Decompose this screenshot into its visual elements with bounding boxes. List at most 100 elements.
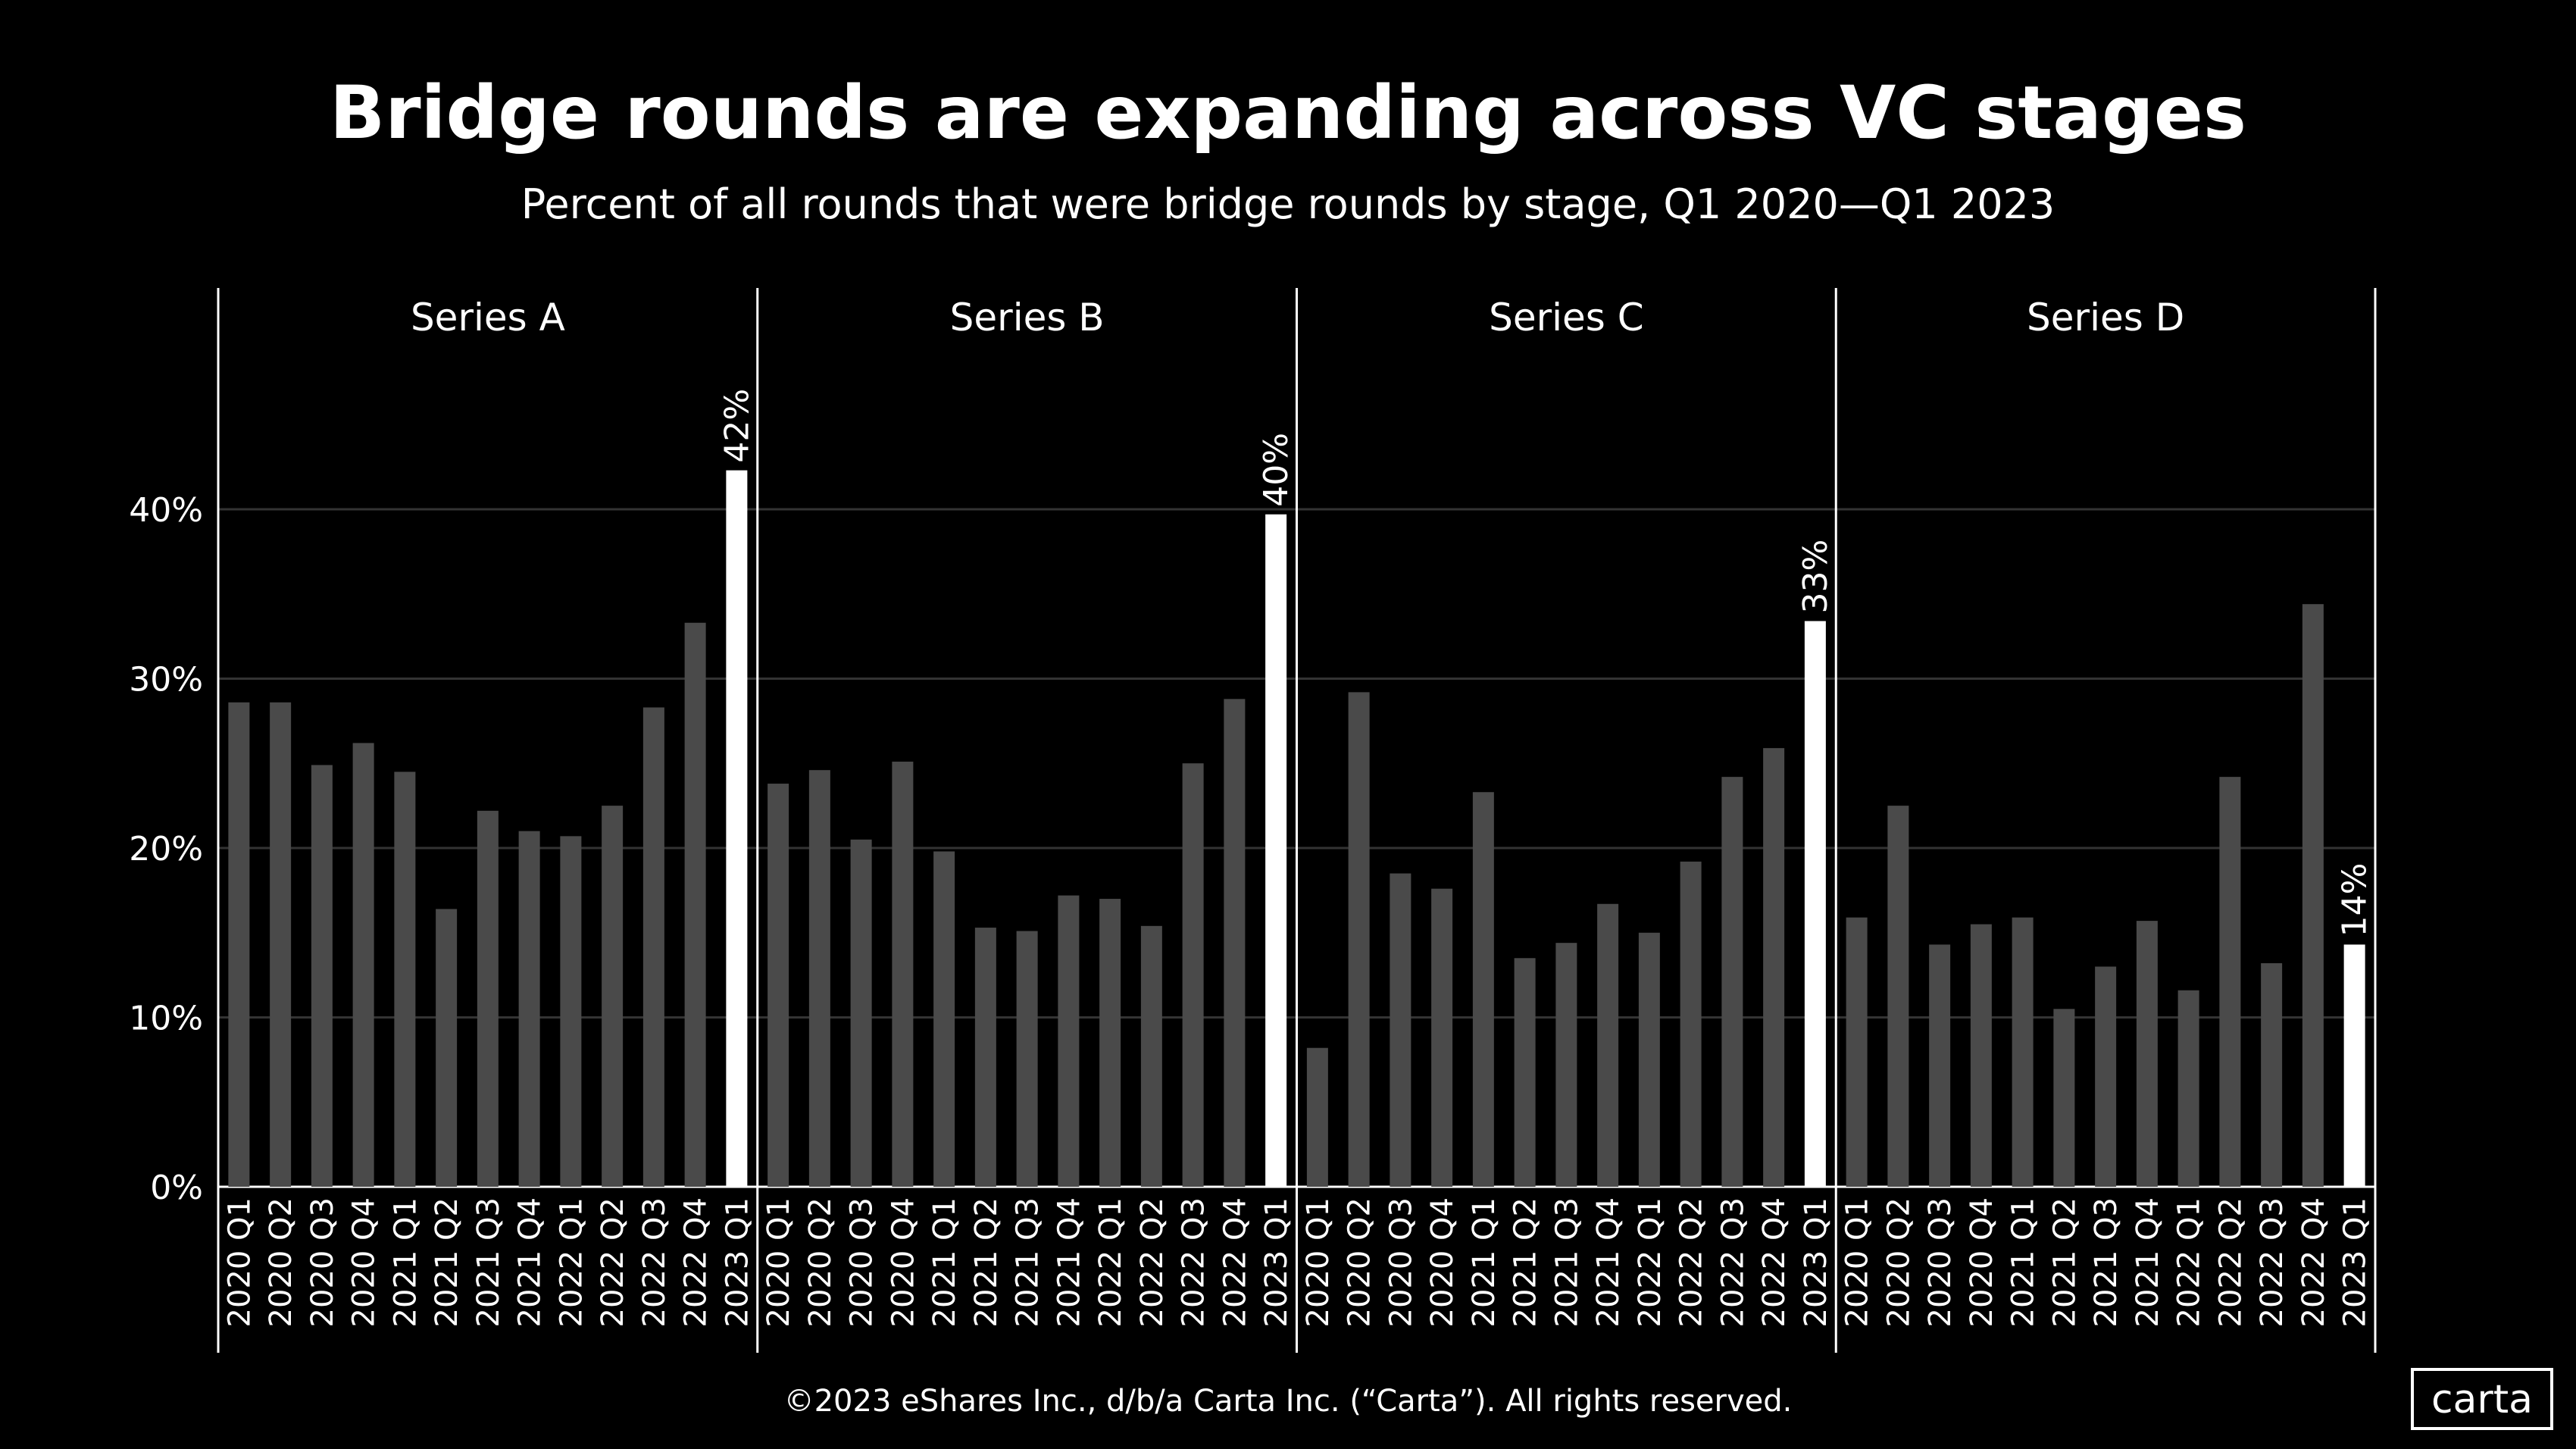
bar bbox=[1265, 514, 1287, 1187]
bar bbox=[436, 909, 458, 1187]
x-tick-label: 2021 Q3 bbox=[2089, 1197, 2124, 1327]
bar bbox=[1887, 806, 1909, 1187]
bar bbox=[1597, 903, 1619, 1187]
x-tick-label: 2021 Q1 bbox=[2006, 1197, 2041, 1327]
bar bbox=[974, 928, 996, 1187]
x-tick-label: 2020 Q2 bbox=[803, 1197, 838, 1327]
x-tick-label: 2022 Q1 bbox=[1633, 1197, 1668, 1327]
bar bbox=[311, 765, 333, 1187]
bar bbox=[1929, 944, 1951, 1187]
data-label: 33% bbox=[1796, 540, 1835, 614]
x-tick-label: 2021 Q1 bbox=[1467, 1197, 1502, 1327]
bar bbox=[270, 702, 292, 1187]
bar bbox=[1431, 888, 1453, 1187]
x-tick-label: 2021 Q4 bbox=[2131, 1197, 2165, 1327]
x-tick-label: 2022 Q1 bbox=[1093, 1197, 1128, 1327]
bar bbox=[1804, 621, 1826, 1187]
bar bbox=[394, 771, 416, 1187]
x-tick-label: 2022 Q3 bbox=[637, 1197, 672, 1327]
bar bbox=[2302, 604, 2324, 1187]
bar bbox=[228, 702, 250, 1187]
x-tick-label: 2023 Q1 bbox=[1799, 1197, 1834, 1327]
bar bbox=[1763, 748, 1785, 1187]
x-tick-label: 2021 Q1 bbox=[388, 1197, 423, 1327]
data-label: 42% bbox=[717, 389, 756, 463]
x-tick-label: 2022 Q3 bbox=[1715, 1197, 1750, 1327]
x-tick-label: 2020 Q1 bbox=[1840, 1197, 1875, 1327]
x-tick-label: 2020 Q2 bbox=[1881, 1197, 1916, 1327]
bar bbox=[933, 851, 955, 1187]
bar bbox=[1182, 763, 1204, 1187]
x-tick-label: 2021 Q3 bbox=[1011, 1197, 1046, 1327]
x-tick-label: 2021 Q2 bbox=[430, 1197, 464, 1327]
chart-title: Bridge rounds are expanding across VC st… bbox=[330, 70, 2246, 155]
panel-header-series-a: Series A bbox=[411, 296, 565, 340]
x-tick-label: 2020 Q1 bbox=[761, 1197, 796, 1327]
x-tick-label: 2020 Q2 bbox=[1343, 1197, 1377, 1327]
x-tick-label: 2020 Q1 bbox=[222, 1197, 257, 1327]
y-tick-label: 30% bbox=[129, 661, 203, 699]
x-tick-label: 2022 Q4 bbox=[679, 1197, 714, 1327]
bar bbox=[602, 806, 624, 1187]
bar bbox=[2053, 1009, 2075, 1187]
bar bbox=[1016, 931, 1038, 1187]
bar bbox=[850, 839, 872, 1187]
copyright-footer: ©2023 eShares Inc., d/b/a Carta Inc. (“C… bbox=[784, 1384, 1793, 1419]
x-tick-label: 2022 Q1 bbox=[2172, 1197, 2207, 1327]
bar bbox=[1224, 699, 1246, 1187]
data-label: 40% bbox=[1257, 433, 1296, 507]
bar bbox=[1970, 924, 1992, 1187]
x-tick-label: 2020 Q1 bbox=[1301, 1197, 1336, 1327]
x-tick-label: 2022 Q4 bbox=[2296, 1197, 2331, 1327]
bar bbox=[726, 470, 748, 1187]
x-tick-label: 2020 Q3 bbox=[305, 1197, 340, 1327]
bar bbox=[1306, 1047, 1328, 1187]
x-tick-label: 2023 Q1 bbox=[2338, 1197, 2373, 1327]
bar bbox=[1555, 943, 1577, 1187]
bar bbox=[1099, 899, 1121, 1187]
carta-logo: carta bbox=[2411, 1368, 2553, 1430]
data-label: 14% bbox=[2336, 863, 2374, 937]
bar bbox=[1638, 932, 1660, 1187]
x-tick-label: 2022 Q4 bbox=[1218, 1197, 1252, 1327]
y-tick-label: 10% bbox=[129, 1000, 203, 1038]
bar bbox=[642, 707, 664, 1187]
x-tick-label: 2022 Q2 bbox=[2213, 1197, 2248, 1327]
panel-header-series-c: Series C bbox=[1489, 296, 1644, 340]
bar bbox=[2012, 917, 2034, 1187]
x-tick-label: 2021 Q2 bbox=[2047, 1197, 2082, 1327]
bar bbox=[2136, 921, 2158, 1187]
bar bbox=[1140, 925, 1162, 1187]
bar bbox=[1472, 792, 1494, 1187]
x-tick-label: 2022 Q2 bbox=[596, 1197, 630, 1327]
x-tick-label: 2023 Q1 bbox=[1259, 1197, 1294, 1327]
bar bbox=[892, 762, 914, 1187]
x-tick-label: 2020 Q3 bbox=[1383, 1197, 1418, 1327]
bar bbox=[1721, 777, 1743, 1187]
x-tick-label: 2021 Q1 bbox=[927, 1197, 962, 1327]
panel-header-series-b: Series B bbox=[950, 296, 1105, 340]
x-tick-label: 2021 Q2 bbox=[969, 1197, 1004, 1327]
x-tick-label: 2022 Q2 bbox=[1674, 1197, 1709, 1327]
bar bbox=[352, 743, 374, 1187]
x-tick-label: 2021 Q3 bbox=[1549, 1197, 1584, 1327]
y-tick-label: 40% bbox=[129, 491, 203, 530]
bar bbox=[2095, 966, 2117, 1187]
x-tick-label: 2021 Q3 bbox=[471, 1197, 506, 1327]
y-tick-label: 20% bbox=[129, 830, 203, 868]
carta-logo-text: carta bbox=[2431, 1377, 2533, 1422]
bar bbox=[2261, 962, 2283, 1187]
x-tick-label: 2022 Q3 bbox=[1177, 1197, 1211, 1327]
x-tick-label: 2022 Q3 bbox=[2255, 1197, 2290, 1327]
x-tick-label: 2021 Q4 bbox=[1052, 1197, 1086, 1327]
chart-subtitle: Percent of all rounds that were bridge r… bbox=[521, 180, 2055, 228]
x-tick-label: 2020 Q4 bbox=[1425, 1197, 1460, 1327]
x-tick-label: 2022 Q2 bbox=[1135, 1197, 1170, 1327]
bar bbox=[1680, 861, 1702, 1187]
x-tick-label: 2020 Q3 bbox=[1923, 1197, 1958, 1327]
x-tick-label: 2021 Q2 bbox=[1508, 1197, 1543, 1327]
bar bbox=[1390, 873, 1411, 1187]
x-tick-label: 2020 Q4 bbox=[347, 1197, 382, 1327]
